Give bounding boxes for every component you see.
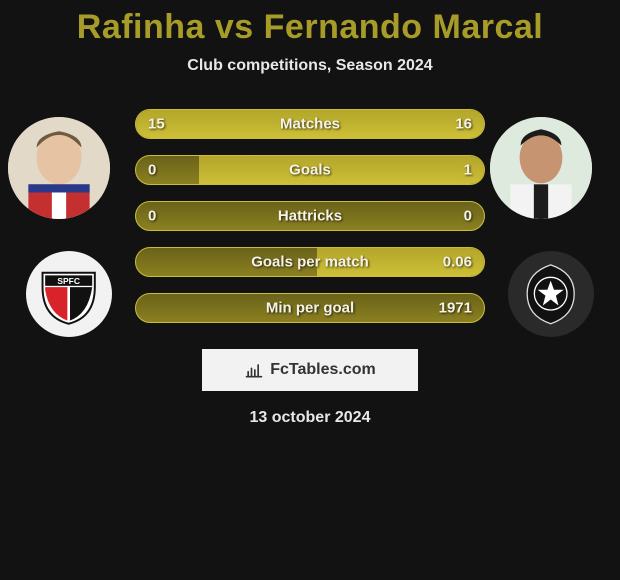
stat-row: 0 1 Goals <box>135 155 485 185</box>
page-title: Rafinha vs Fernando Marcal <box>0 8 620 47</box>
stat-value-right: 1 <box>464 162 472 179</box>
svg-text:SPFC: SPFC <box>58 276 81 286</box>
comparison-card: Rafinha vs Fernando Marcal Club competit… <box>0 0 620 427</box>
stat-row: 0 0 Hattricks <box>135 201 485 231</box>
stat-label: Hattricks <box>278 208 342 225</box>
stat-value-left: 15 <box>148 116 165 133</box>
stat-label: Matches <box>280 116 340 133</box>
chart-icon <box>244 360 264 380</box>
subtitle: Club competitions, Season 2024 <box>0 57 620 75</box>
stat-label: Goals per match <box>251 254 369 271</box>
stat-value-right: 0 <box>464 208 472 225</box>
stat-value-right: 16 <box>455 116 472 133</box>
stat-label: Goals <box>289 162 331 179</box>
stat-row: 0.06 Goals per match <box>135 247 485 277</box>
stat-fill-right <box>199 156 484 184</box>
stat-value-left: 0 <box>148 208 156 225</box>
stat-value-right: 1971 <box>439 300 472 317</box>
main-area: SPFC 15 16 Matches 0 1 Goals 0 0 Hattricks 0.06 Go… <box>0 103 620 343</box>
stat-value-right: 0.06 <box>443 254 472 271</box>
club-right-logo <box>508 251 594 337</box>
branding-badge: FcTables.com <box>202 349 418 391</box>
date-text: 13 october 2024 <box>0 409 620 427</box>
stats-list: 15 16 Matches 0 1 Goals 0 0 Hattricks 0.06 Goals p… <box>135 109 485 339</box>
stat-row: 15 16 Matches <box>135 109 485 139</box>
stat-label: Min per goal <box>266 300 354 317</box>
player-left-avatar <box>8 117 110 219</box>
stat-row: 1971 Min per goal <box>135 293 485 323</box>
stat-value-left: 0 <box>148 162 156 179</box>
player-right-avatar <box>490 117 592 219</box>
branding-text: FcTables.com <box>270 361 376 379</box>
club-left-logo: SPFC <box>26 251 112 337</box>
